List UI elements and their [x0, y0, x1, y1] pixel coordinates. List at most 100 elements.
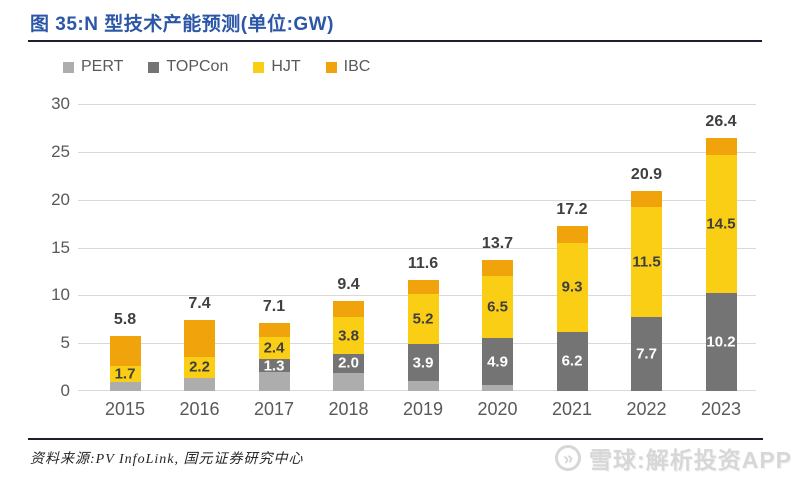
- segment-value-label: 2.0: [338, 354, 359, 372]
- legend-swatch-icon: [253, 61, 265, 73]
- gridline-30: [78, 104, 756, 105]
- segment-value-label: 10.2: [706, 333, 736, 351]
- segment-hjt-2016: 2.2: [184, 356, 215, 378]
- chart-legend: PERT TOPCon HJT IBC: [63, 58, 370, 76]
- bar-total-label: 5.8: [113, 310, 137, 328]
- segment-ibc-2020: [482, 259, 513, 277]
- segment-pert-2015: [109, 382, 141, 391]
- bar-total-label: 20.9: [630, 166, 663, 184]
- segment-topcon-2017: 1.3: [258, 357, 290, 375]
- y-axis-tick-label: 0: [60, 381, 70, 400]
- segment-value-label: 5.2: [412, 310, 434, 328]
- bar-2015: 1.7: [109, 335, 141, 391]
- segment-value-label: 2.2: [189, 358, 210, 376]
- segment-ibc-2015: [109, 335, 141, 367]
- bar-2022: 7.7 11.5: [631, 191, 662, 391]
- bar-2023: 10.2 14.5: [705, 138, 737, 391]
- segment-hjt-2019: 5.2: [407, 294, 439, 345]
- bar-total-label: 9.4: [337, 276, 360, 294]
- segment-pert-2017: [258, 371, 290, 391]
- x-axis-label-2016: 2016: [179, 399, 220, 419]
- segment-hjt-2018: 3.8: [333, 317, 364, 354]
- bar-2017: 1.3 2.4: [258, 323, 290, 391]
- bar-2019: 3.9 5.2: [407, 280, 439, 391]
- segment-topcon-2022: 7.7: [631, 317, 662, 391]
- segment-value-label: 4.9: [487, 353, 508, 371]
- source-note: 资料来源:PV InfoLink, 国元证券研究中心: [30, 452, 304, 467]
- bar-total-label: 7.4: [188, 295, 211, 313]
- segment-pert-2018: [333, 372, 364, 391]
- y-axis-tick-label: 25: [51, 141, 70, 161]
- legend-item-topcon: TOPCon: [148, 58, 228, 76]
- x-axis-label-2015: 2015: [104, 399, 146, 419]
- legend-swatch-icon: [63, 61, 74, 73]
- legend-label: HJT: [271, 58, 301, 75]
- x-axis-label-2018: 2018: [328, 399, 369, 419]
- bar-2018: 2.0 3.8: [333, 301, 364, 391]
- segment-value-label: 9.3: [561, 278, 583, 296]
- bar-total-label: 26.4: [705, 113, 737, 131]
- segment-value-label: 2.4: [263, 339, 285, 357]
- segment-topcon-2019: 3.9: [407, 344, 439, 382]
- y-axis-tick-label: 15: [51, 237, 70, 257]
- segment-pert-2016: [184, 377, 215, 391]
- gridline-20: [78, 199, 756, 201]
- x-axis-label-2022: 2022: [626, 399, 667, 419]
- segment-hjt-2023: 14.5: [705, 154, 737, 294]
- segment-value-label: 1.3: [263, 357, 285, 375]
- y-axis-tick-label: 5: [60, 333, 70, 353]
- segment-hjt-2020: 6.5: [482, 276, 513, 339]
- segment-topcon-2021: 6.2: [556, 331, 588, 391]
- segment-pert-2020: [482, 385, 513, 391]
- segment-value-label: 1.7: [114, 365, 136, 383]
- segment-topcon-2018: 2.0: [333, 353, 364, 373]
- legend-swatch-icon: [325, 61, 337, 73]
- bar-total-label: 7.1: [262, 298, 286, 316]
- segment-value-label: 6.5: [487, 298, 508, 316]
- segment-value-label: 3.8: [338, 327, 359, 345]
- y-axis-tick-label: 30: [51, 94, 70, 113]
- segment-hjt-2022: 11.5: [631, 207, 662, 318]
- segment-value-label: 6.2: [561, 352, 583, 370]
- y-axis-tick-label: 10: [51, 285, 70, 305]
- bar-2020: 4.9 6.5: [482, 259, 513, 391]
- title-divider: [28, 40, 762, 42]
- legend-item-pert: PERT: [63, 58, 123, 76]
- gridline-15: [78, 247, 756, 249]
- segment-ibc-2019: [407, 280, 439, 295]
- segment-ibc-2023: [705, 138, 737, 155]
- segment-value-label: 3.9: [412, 354, 434, 372]
- bar-2021: 6.2 9.3: [556, 226, 588, 391]
- watermark: » 雪球:解析投资APP: [552, 441, 792, 475]
- segment-hjt-2017: 2.4: [258, 336, 290, 360]
- legend-label: IBC: [343, 58, 371, 75]
- gridline-25: [78, 151, 756, 153]
- x-axis-label-2017: 2017: [253, 399, 295, 419]
- footer-divider: [28, 438, 763, 440]
- segment-topcon-2020: 4.9: [482, 338, 513, 386]
- segment-ibc-2018: [333, 301, 364, 318]
- x-axis-label-2023: 2023: [700, 399, 742, 419]
- x-axis-label-2019: 2019: [402, 399, 444, 419]
- segment-value-label: 7.7: [636, 345, 657, 363]
- segment-ibc-2021: [556, 226, 588, 243]
- figure-title: 图 35:N 型技术产能预测(单位:GW): [30, 14, 334, 35]
- bar-total-label: 11.6: [407, 255, 439, 273]
- legend-label: TOPCon: [166, 58, 229, 75]
- segment-ibc-2017: [258, 323, 290, 337]
- segment-pert-2019: [407, 381, 439, 391]
- segment-topcon-2023: 10.2: [705, 293, 737, 391]
- bar-total-label: 13.7: [481, 234, 514, 252]
- xueqiu-logo-icon: »: [552, 442, 584, 474]
- legend-item-hjt: HJT: [253, 58, 301, 76]
- y-axis-tick-label: 20: [51, 189, 70, 209]
- segment-ibc-2016: [184, 320, 215, 357]
- legend-swatch-icon: [148, 61, 160, 73]
- segment-hjt-2015: 1.7: [109, 365, 141, 383]
- segment-ibc-2022: [631, 191, 662, 208]
- legend-label: PERT: [81, 58, 124, 75]
- x-axis-label-2020: 2020: [477, 399, 518, 419]
- x-axis-label-2021: 2021: [551, 399, 593, 419]
- bar-2016: 2.2: [184, 320, 215, 391]
- segment-value-label: 11.5: [632, 253, 661, 271]
